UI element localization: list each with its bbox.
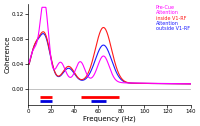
X-axis label: Frequency (Hz): Frequency (Hz) (83, 115, 136, 122)
Legend: Pre-Cue, Attention, inside V1-RF, Attention, outside V1-RF: Pre-Cue, Attention, inside V1-RF, Attent… (155, 5, 190, 31)
Y-axis label: Coherence: Coherence (4, 36, 10, 73)
